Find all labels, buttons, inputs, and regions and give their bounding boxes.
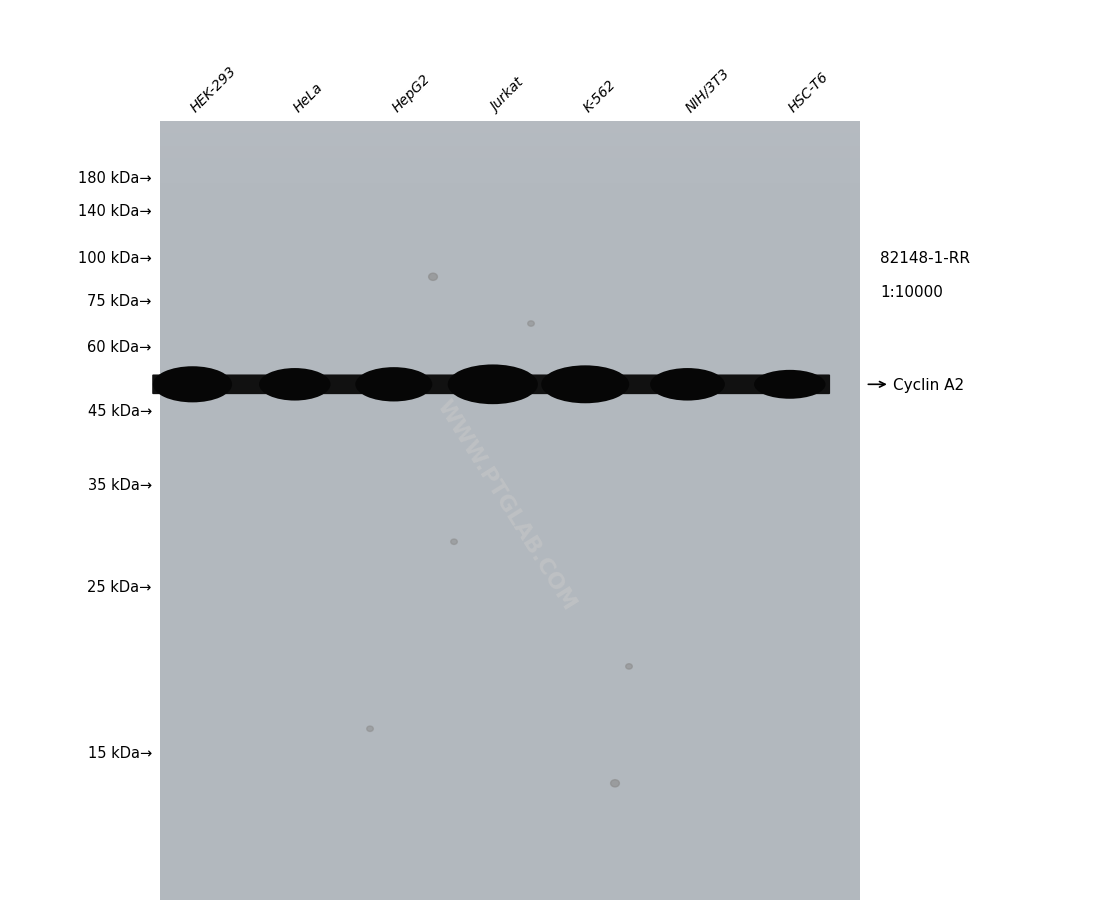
Text: 25 kDa→: 25 kDa→ bbox=[87, 579, 152, 594]
Ellipse shape bbox=[541, 366, 629, 404]
Ellipse shape bbox=[650, 369, 725, 401]
Text: K-562: K-562 bbox=[581, 77, 618, 115]
Bar bbox=[161, 197, 860, 203]
Text: HSC-T6: HSC-T6 bbox=[785, 69, 830, 115]
Text: HeLa: HeLa bbox=[290, 80, 326, 115]
Bar bbox=[161, 153, 860, 159]
Bar bbox=[161, 178, 860, 184]
Text: HEK-293: HEK-293 bbox=[188, 63, 240, 115]
Ellipse shape bbox=[258, 369, 330, 401]
Circle shape bbox=[429, 274, 438, 281]
Text: 75 kDa→: 75 kDa→ bbox=[87, 293, 152, 308]
Circle shape bbox=[610, 780, 619, 787]
Ellipse shape bbox=[448, 365, 538, 405]
Text: Jurkat: Jurkat bbox=[488, 76, 527, 115]
Text: NIH/3T3: NIH/3T3 bbox=[683, 65, 733, 115]
Bar bbox=[161, 134, 860, 141]
Text: 140 kDa→: 140 kDa→ bbox=[78, 204, 152, 219]
Ellipse shape bbox=[153, 367, 232, 403]
Circle shape bbox=[366, 726, 373, 732]
Ellipse shape bbox=[755, 371, 825, 400]
Circle shape bbox=[451, 539, 458, 545]
Bar bbox=[161, 209, 860, 216]
Text: WWW.PTGLAB.COM: WWW.PTGLAB.COM bbox=[433, 397, 579, 613]
Bar bbox=[161, 122, 860, 128]
Text: 100 kDa→: 100 kDa→ bbox=[78, 251, 152, 265]
Text: 45 kDa→: 45 kDa→ bbox=[88, 404, 152, 419]
Circle shape bbox=[528, 321, 535, 327]
Bar bbox=[161, 203, 860, 209]
Bar bbox=[161, 128, 860, 134]
Text: 35 kDa→: 35 kDa→ bbox=[88, 478, 152, 492]
Bar bbox=[161, 122, 860, 900]
Ellipse shape bbox=[355, 368, 432, 402]
Text: 82148-1-RR: 82148-1-RR bbox=[880, 251, 970, 266]
Circle shape bbox=[626, 664, 632, 669]
Bar bbox=[161, 141, 860, 147]
Bar bbox=[161, 190, 860, 197]
Text: 1:10000: 1:10000 bbox=[880, 285, 943, 300]
Bar bbox=[161, 184, 860, 190]
FancyBboxPatch shape bbox=[152, 375, 830, 395]
Bar bbox=[161, 171, 860, 178]
Bar bbox=[161, 159, 860, 165]
Text: Cyclin A2: Cyclin A2 bbox=[893, 377, 964, 392]
Text: 15 kDa→: 15 kDa→ bbox=[88, 745, 152, 759]
Text: 180 kDa→: 180 kDa→ bbox=[78, 170, 152, 185]
Text: 60 kDa→: 60 kDa→ bbox=[87, 340, 152, 355]
Text: HepG2: HepG2 bbox=[389, 71, 432, 115]
Bar bbox=[161, 147, 860, 153]
Bar bbox=[161, 165, 860, 171]
